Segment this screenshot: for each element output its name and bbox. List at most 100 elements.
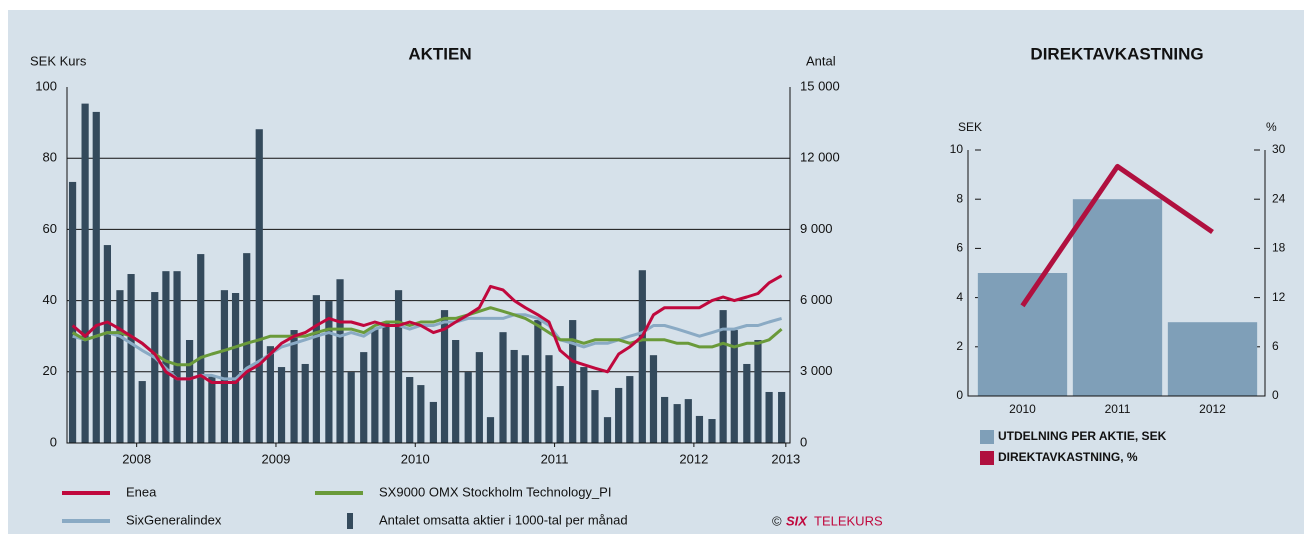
bar — [626, 376, 634, 443]
y2-tick-label: 24 — [1272, 191, 1286, 205]
y-tick-label: 80 — [43, 150, 57, 165]
y-tick-label: 8 — [956, 191, 963, 205]
y2-tick-label: 18 — [1272, 241, 1286, 255]
y2-tick-label: 12 000 — [800, 150, 840, 165]
line-series — [71, 306, 783, 367]
y2-axis-label: Antal — [806, 53, 836, 68]
bar — [464, 372, 472, 443]
x-tick-label: 2011 — [1105, 402, 1131, 416]
bar — [684, 399, 692, 443]
bar — [499, 332, 507, 443]
bar — [301, 363, 309, 443]
bar — [591, 390, 599, 443]
bar — [92, 111, 100, 444]
y2-tick-label: 0 — [800, 434, 807, 449]
y2-tick-label: 30 — [1272, 142, 1286, 156]
bar — [661, 396, 669, 443]
bar — [81, 103, 89, 443]
bar — [708, 419, 716, 443]
bar — [116, 290, 124, 443]
brand: SIX — [786, 513, 808, 528]
y-tick-label: 6 — [956, 241, 963, 255]
bar — [220, 290, 229, 443]
y-tick-label: 2 — [956, 339, 963, 353]
bar — [615, 387, 623, 443]
bar — [1167, 322, 1258, 396]
brand-sub: TELEKURS — [814, 513, 883, 528]
legend-label: SX9000 OMX Stockholm Technology_PI — [379, 484, 611, 499]
bar — [394, 290, 403, 443]
bar — [255, 129, 263, 443]
bar — [1072, 199, 1163, 396]
bar — [243, 253, 251, 443]
bar — [977, 273, 1068, 396]
x-tick-label: 2010 — [1009, 402, 1036, 416]
bar — [360, 352, 368, 443]
y-tick-label: 0 — [50, 434, 57, 449]
bar — [138, 381, 146, 443]
x-tick-label: 2008 — [122, 451, 151, 466]
bar — [162, 271, 170, 443]
y2-tick-label: 12 — [1272, 290, 1286, 304]
bar — [510, 349, 518, 443]
bar — [277, 367, 286, 443]
legend-swatch — [980, 451, 994, 465]
bar — [649, 355, 658, 443]
bar — [743, 363, 751, 443]
x-tick-label: 2013 — [771, 451, 800, 466]
legend-label: DIREKTAVKASTNING, % — [998, 450, 1138, 464]
bar — [545, 355, 553, 443]
bar — [695, 415, 704, 443]
chart-title: DIREKTAVKASTNING — [1030, 44, 1203, 63]
legend-label: UTDELNING PER AKTIE, SEK — [998, 429, 1167, 443]
x-tick-label: 2010 — [401, 451, 430, 466]
line-series — [71, 274, 783, 384]
bar — [185, 339, 194, 443]
y-axis-label: SEK Kurs — [30, 53, 87, 68]
bar — [486, 417, 495, 443]
bar — [197, 254, 205, 443]
y2-tick-label: 3 000 — [800, 363, 833, 378]
bar — [754, 339, 762, 443]
bar — [68, 181, 77, 443]
bar — [312, 295, 320, 443]
bar — [127, 274, 135, 443]
bar — [603, 417, 612, 443]
axis-frame — [967, 150, 1266, 397]
y-tick-label: 0 — [956, 388, 963, 402]
x-tick-label: 2012 — [1199, 402, 1226, 416]
bar — [406, 377, 414, 443]
bar — [673, 404, 681, 443]
legend-label: Enea — [126, 484, 157, 499]
bar — [325, 301, 333, 443]
legend-label: SixGeneralindex — [126, 512, 222, 527]
axis-frame — [66, 87, 791, 444]
y-tick-label: 4 — [956, 290, 963, 304]
bar — [231, 293, 240, 443]
bar — [719, 310, 727, 443]
bar — [440, 310, 449, 443]
bar — [556, 386, 564, 443]
y2-axis-label: % — [1266, 120, 1277, 134]
bar — [290, 330, 298, 443]
bar — [765, 391, 773, 443]
bar — [151, 292, 159, 443]
y-tick-label: 60 — [43, 221, 57, 236]
x-tick-label: 2012 — [679, 451, 708, 466]
legend-swatch — [347, 513, 353, 529]
x-tick-label: 2009 — [261, 451, 290, 466]
y-tick-label: 40 — [43, 292, 57, 307]
y-tick-label: 20 — [43, 363, 57, 378]
bar — [534, 320, 542, 443]
y2-tick-label: 6 — [1272, 339, 1279, 353]
line-series — [1020, 163, 1214, 308]
bar — [569, 320, 577, 443]
y2-tick-label: 9 000 — [800, 221, 833, 236]
legend-swatch — [980, 430, 994, 444]
bar — [730, 330, 738, 443]
bar — [266, 346, 274, 443]
y2-tick-label: 0 — [1272, 388, 1279, 402]
legend-label: Antalet omsatta aktier i 1000-tal per må… — [379, 512, 628, 527]
bar — [429, 401, 437, 443]
